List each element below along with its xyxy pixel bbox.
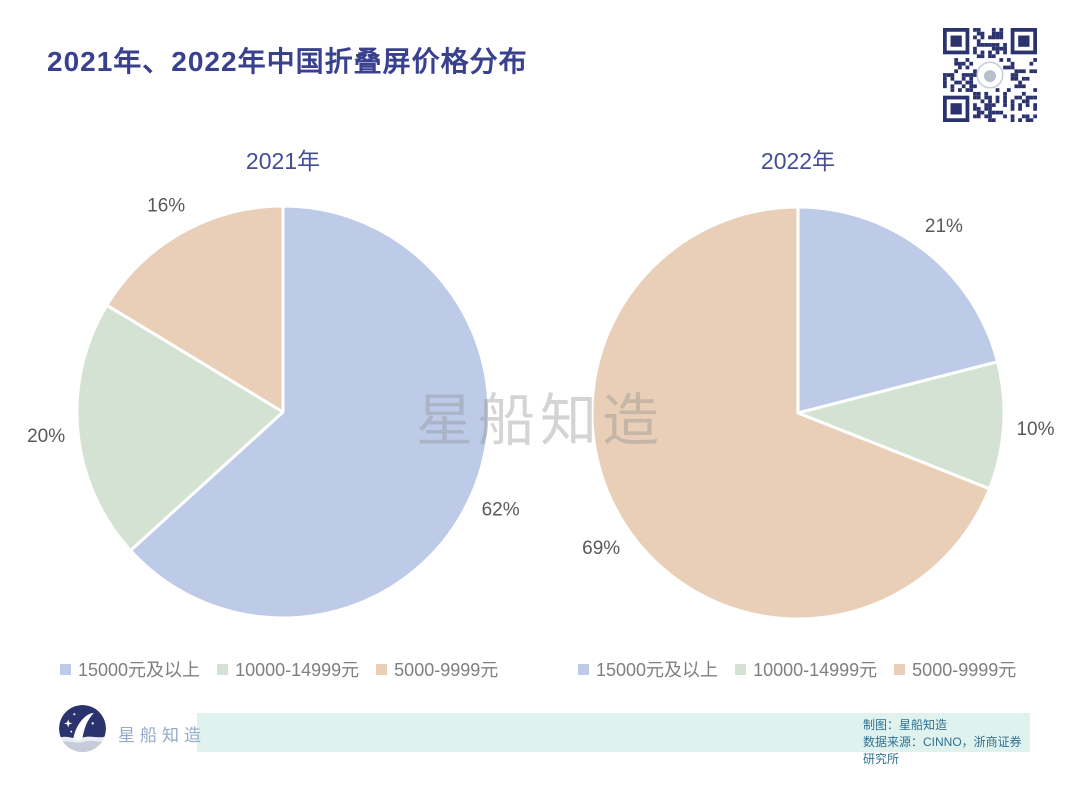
legend-item: 15000元及以上	[60, 656, 200, 682]
footer-bar: 制图：星船知造 数据来源：CINNO，浙商证券研究所	[197, 713, 1030, 766]
percent-label: 10%	[1016, 419, 1054, 440]
brand-logo-icon	[58, 704, 107, 753]
pie-slice-1	[75, 303, 285, 552]
pie-slice-2	[105, 204, 285, 414]
legend-swatch	[578, 663, 589, 675]
legend-label: 15000元及以上	[78, 660, 201, 680]
chart-subtitle-2021: 2021年	[245, 148, 321, 174]
qr-code	[943, 28, 1037, 122]
legend-item: 15000元及以上	[578, 656, 718, 682]
legend-2021: 15000元及以上 10000-14999元 5000-9999元	[60, 656, 498, 682]
page-title: 2021年、2022年中国折叠屏价格分布	[47, 46, 528, 77]
pie-chart-2022: 21% 10% 69%	[582, 205, 1055, 621]
pie-slice-0	[129, 204, 491, 620]
brand-logo-text: 星船知造	[118, 726, 206, 745]
legend-label: 5000-9999元	[394, 660, 499, 680]
chart-subtitle-2022: 2022年	[760, 148, 836, 174]
legend-swatch	[376, 663, 388, 675]
percent-label: 62%	[482, 499, 520, 520]
pie-slice-1	[796, 360, 1006, 491]
credits: 制图：星船知造 数据来源：CINNO，浙商证券研究所	[863, 717, 1030, 768]
credit-line-2: 数据来源：CINNO，浙商证券研究所	[863, 735, 1022, 766]
legend-label: 10000-14999元	[753, 660, 878, 680]
percent-label: 20%	[27, 426, 65, 447]
credit-line-1: 制图：星船知造	[863, 718, 948, 732]
legend-label: 10000-14999元	[235, 660, 360, 680]
percent-label: 21%	[925, 216, 963, 237]
legend-label: 15000元及以上	[596, 660, 719, 680]
legend-label: 5000-9999元	[912, 660, 1017, 680]
legend-swatch	[735, 663, 747, 675]
pie-slice-0	[796, 205, 1000, 415]
percent-label: 16%	[147, 196, 185, 217]
legend-item: 5000-9999元	[894, 656, 1016, 682]
legend-swatch	[60, 663, 71, 675]
legend-swatch	[217, 663, 229, 675]
legend-item: 10000-14999元	[217, 656, 359, 682]
legend-item: 5000-9999元	[376, 656, 498, 682]
qr-code-icon	[943, 28, 1037, 122]
legend-2022: 15000元及以上 10000-14999元 5000-9999元	[578, 656, 1016, 682]
legend-swatch	[894, 663, 906, 675]
pie-chart-2021: 62% 20% 16%	[27, 196, 520, 620]
percent-label: 69%	[582, 538, 620, 559]
legend-item: 10000-14999元	[735, 656, 877, 682]
pie-slice-2	[590, 205, 992, 621]
